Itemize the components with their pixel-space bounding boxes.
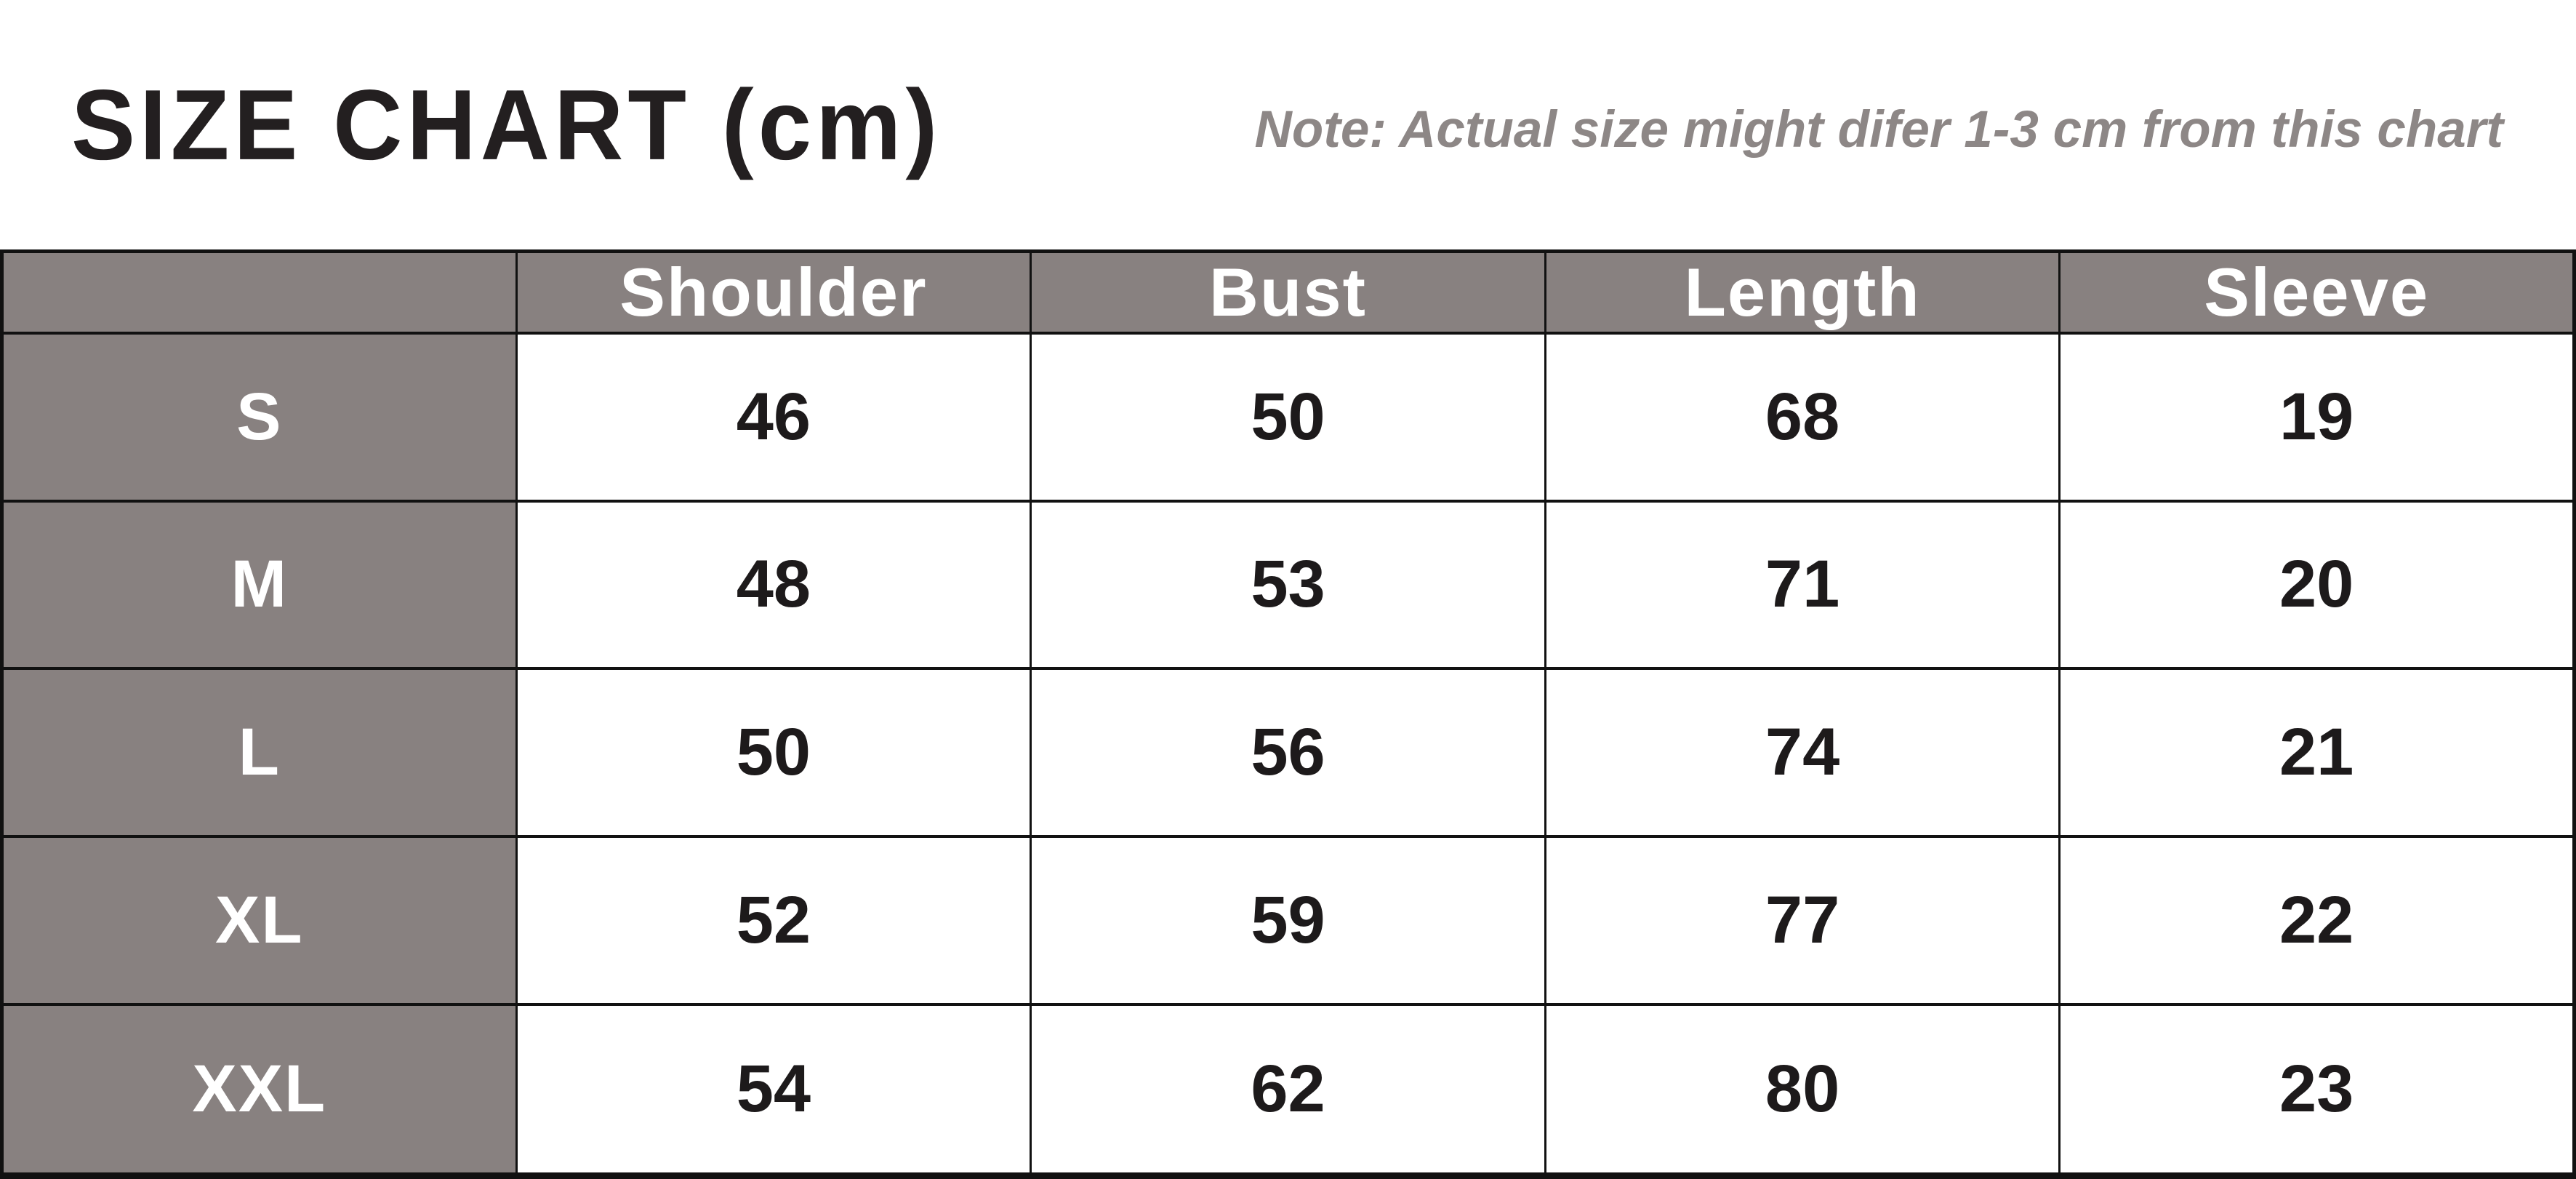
table-row-m: M 48 53 71 20 xyxy=(1,499,2575,671)
shoulder-value-l: 50 xyxy=(515,667,1032,838)
column-header-length: Length xyxy=(1544,249,2061,335)
shoulder-value-xxl: 54 xyxy=(515,1002,1032,1178)
size-label-s: S xyxy=(1,332,518,503)
size-label-xxl: XXL xyxy=(1,1002,518,1178)
table-row-s: S 46 50 68 19 xyxy=(1,332,2575,503)
bust-value-s: 50 xyxy=(1030,332,1546,503)
sleeve-value-m: 20 xyxy=(2058,499,2575,671)
column-header-bust: Bust xyxy=(1030,249,1546,335)
bust-value-m: 53 xyxy=(1030,499,1546,671)
table-head: Shoulder Bust Length Sleeve xyxy=(1,249,2575,335)
size-label-m: M xyxy=(1,499,518,671)
shoulder-value-s: 46 xyxy=(515,332,1032,503)
table-row-xl: XL 52 59 77 22 xyxy=(1,834,2575,1006)
length-value-xxl: 80 xyxy=(1544,1002,2061,1178)
size-label-xl: XL xyxy=(1,834,518,1006)
length-value-xl: 77 xyxy=(1544,834,2061,1006)
size-disclaimer-note: Note: Actual size might difer 1-3 cm fro… xyxy=(1254,101,2503,159)
bust-value-xl: 59 xyxy=(1030,834,1546,1006)
bust-value-xxl: 62 xyxy=(1030,1002,1546,1178)
size-chart-table: Shoulder Bust Length Sleeve S 46 50 68 19 M 48 53 7… xyxy=(0,249,2576,1179)
sleeve-value-xl: 22 xyxy=(2058,834,2575,1006)
sleeve-value-xxl: 23 xyxy=(2058,1002,2575,1178)
length-value-m: 71 xyxy=(1544,499,2061,671)
table-body: S 46 50 68 19 M 48 53 71 20 L 50 56 74 21 XL 52 59 77 22 XXL… xyxy=(1,332,2575,1178)
sleeve-value-s: 19 xyxy=(2058,332,2575,503)
table-header-row: Shoulder Bust Length Sleeve xyxy=(1,249,2575,335)
page-title: SIZE CHART (cm) xyxy=(71,69,942,180)
size-label-l: L xyxy=(1,667,518,838)
table-row-l: L 50 56 74 21 xyxy=(1,667,2575,838)
table-row-xxl: XXL 54 62 80 23 xyxy=(1,1002,2575,1178)
corner-cell xyxy=(1,249,518,335)
bust-value-l: 56 xyxy=(1030,667,1546,838)
shoulder-value-xl: 52 xyxy=(515,834,1032,1006)
length-value-s: 68 xyxy=(1544,332,2061,503)
shoulder-value-m: 48 xyxy=(515,499,1032,671)
column-header-shoulder: Shoulder xyxy=(515,249,1032,335)
header: SIZE CHART (cm) Note: Actual size might … xyxy=(0,0,2576,249)
column-header-sleeve: Sleeve xyxy=(2058,249,2575,335)
length-value-l: 74 xyxy=(1544,667,2061,838)
sleeve-value-l: 21 xyxy=(2058,667,2575,838)
